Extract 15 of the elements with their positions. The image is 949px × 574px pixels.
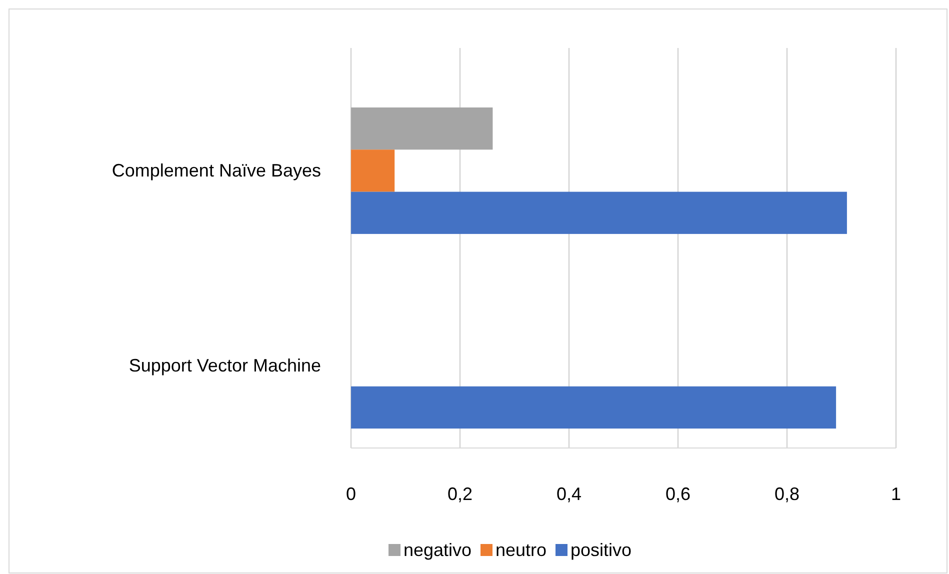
x-tick-label: 0	[346, 484, 356, 504]
legend-label: neutro	[496, 540, 547, 560]
bar	[351, 107, 493, 150]
bar	[351, 192, 847, 234]
y-tick-label: Support Vector Machine	[128, 355, 321, 376]
x-tick-label: 0,2	[447, 484, 473, 504]
bar	[351, 150, 395, 192]
legend-label: negativo	[404, 540, 472, 560]
legend-label: positivo	[570, 540, 632, 560]
x-tick-label: 0,6	[665, 484, 691, 504]
y-tick-label: Complement Naïve Bayes	[112, 160, 321, 181]
bar	[351, 386, 836, 429]
x-tick-label: 0,4	[556, 484, 582, 504]
x-tick-label: 0,8	[774, 484, 800, 504]
x-tick-label: 1	[890, 484, 902, 504]
